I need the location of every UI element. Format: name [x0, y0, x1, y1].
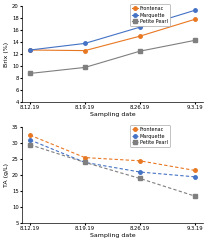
Marquette — [193, 175, 196, 178]
Y-axis label: Brix (%): Brix (%) — [4, 42, 9, 67]
X-axis label: Sampling date: Sampling date — [90, 233, 135, 238]
Frontenac — [29, 49, 31, 52]
Marquette — [139, 26, 141, 29]
Petite Pearl — [84, 161, 86, 164]
Marquette — [84, 161, 86, 164]
Petite Pearl — [29, 72, 31, 75]
Frontenac — [84, 156, 86, 159]
Line: Petite Pearl: Petite Pearl — [28, 143, 196, 198]
Petite Pearl — [29, 143, 31, 146]
Frontenac — [193, 18, 196, 21]
Petite Pearl — [139, 50, 141, 53]
Petite Pearl — [193, 39, 196, 42]
Petite Pearl — [139, 177, 141, 180]
Petite Pearl — [193, 195, 196, 197]
Marquette — [139, 171, 141, 174]
Line: Petite Pearl: Petite Pearl — [28, 39, 196, 75]
Frontenac — [139, 35, 141, 38]
Line: Frontenac: Frontenac — [28, 133, 196, 172]
Line: Marquette: Marquette — [28, 9, 196, 52]
Marquette — [84, 42, 86, 45]
Marquette — [193, 9, 196, 12]
Y-axis label: TA (g/L): TA (g/L) — [4, 163, 9, 187]
Legend: Frontenac, Marquette, Petite Pearl: Frontenac, Marquette, Petite Pearl — [130, 125, 170, 147]
Frontenac — [29, 134, 31, 137]
Frontenac — [84, 49, 86, 52]
X-axis label: Sampling date: Sampling date — [90, 112, 135, 117]
Marquette — [29, 138, 31, 141]
Frontenac — [139, 159, 141, 162]
Marquette — [29, 49, 31, 52]
Legend: Frontenac, Marquette, Petite Pearl: Frontenac, Marquette, Petite Pearl — [130, 4, 170, 26]
Line: Frontenac: Frontenac — [28, 18, 196, 52]
Frontenac — [193, 169, 196, 172]
Line: Marquette: Marquette — [28, 138, 196, 179]
Petite Pearl — [84, 66, 86, 69]
